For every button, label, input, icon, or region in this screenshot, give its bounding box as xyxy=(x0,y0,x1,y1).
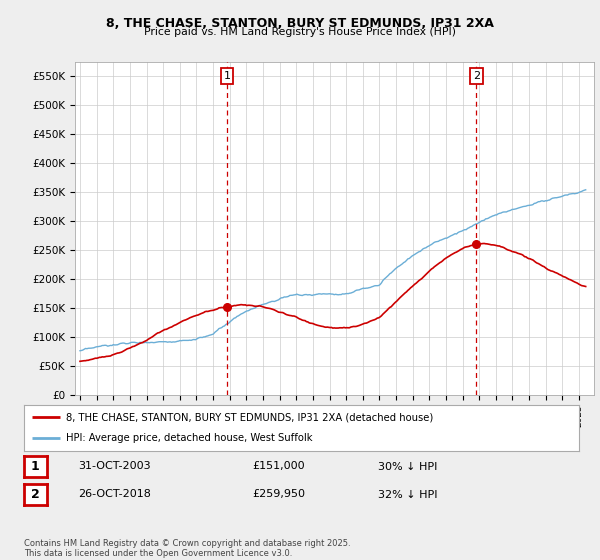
Text: 1: 1 xyxy=(31,460,40,473)
Text: 31-OCT-2003: 31-OCT-2003 xyxy=(78,461,151,472)
Text: £151,000: £151,000 xyxy=(252,461,305,472)
Text: HPI: Average price, detached house, West Suffolk: HPI: Average price, detached house, West… xyxy=(65,433,312,444)
Text: Price paid vs. HM Land Registry's House Price Index (HPI): Price paid vs. HM Land Registry's House … xyxy=(144,27,456,37)
Text: 32% ↓ HPI: 32% ↓ HPI xyxy=(378,489,437,500)
Text: £259,950: £259,950 xyxy=(252,489,305,500)
Text: 2: 2 xyxy=(31,488,40,501)
Text: 8, THE CHASE, STANTON, BURY ST EDMUNDS, IP31 2XA (detached house): 8, THE CHASE, STANTON, BURY ST EDMUNDS, … xyxy=(65,412,433,422)
Text: 26-OCT-2018: 26-OCT-2018 xyxy=(78,489,151,500)
Text: 8, THE CHASE, STANTON, BURY ST EDMUNDS, IP31 2XA: 8, THE CHASE, STANTON, BURY ST EDMUNDS, … xyxy=(106,17,494,30)
Text: Contains HM Land Registry data © Crown copyright and database right 2025.
This d: Contains HM Land Registry data © Crown c… xyxy=(24,539,350,558)
Text: 30% ↓ HPI: 30% ↓ HPI xyxy=(378,461,437,472)
Text: 2: 2 xyxy=(473,71,480,81)
Text: 1: 1 xyxy=(223,71,230,81)
